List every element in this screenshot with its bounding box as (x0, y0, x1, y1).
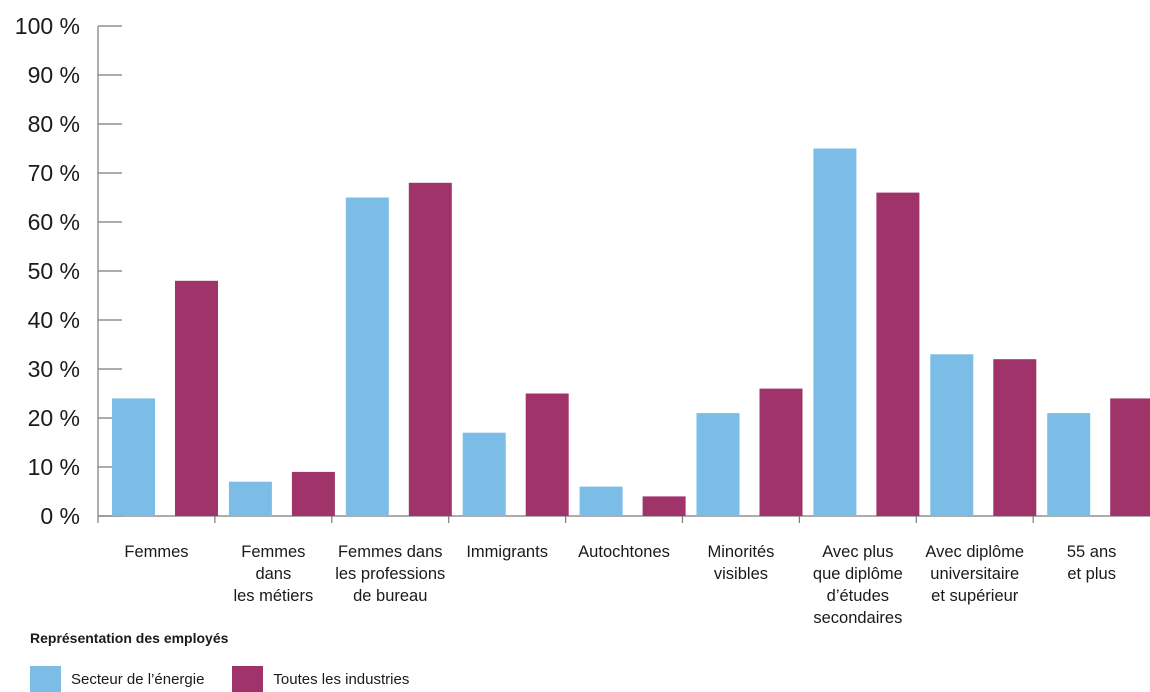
legend-item-all-industries: Toutes les industries (232, 666, 409, 692)
y-tick-label: 30 % (28, 356, 80, 382)
y-tick-label: 90 % (28, 62, 80, 88)
x-axis (97, 515, 1150, 523)
bar-energy (579, 486, 623, 516)
category-labels: Femmes Femmes dans les métiers Femmes dans le… (124, 543, 1116, 627)
x-category-label: Avec plus que diplôme d’études secondaires (813, 543, 903, 627)
bar-all-industries (1110, 398, 1150, 516)
bar-energy (462, 432, 506, 516)
x-category-label: Autochtones (578, 543, 670, 561)
bar-energy (930, 354, 974, 516)
bar-energy (345, 197, 389, 516)
bar-all-industries (291, 471, 335, 516)
bar-energy (696, 413, 740, 516)
bar-all-industries (408, 182, 452, 517)
x-category-label: Femmes dans les métiers (233, 543, 313, 605)
y-tick-label: 10 % (28, 454, 80, 480)
bar-energy (228, 481, 272, 516)
bar-energy (813, 148, 857, 516)
legend-title: Représentation des employés (30, 630, 229, 646)
y-tick-label: 40 % (28, 307, 80, 333)
y-tick-label: 60 % (28, 209, 80, 235)
legend-label-energy: Secteur de l’énergie (71, 670, 205, 688)
y-axis: 0 % 10 % 20 % 30 % 40 % 50 % 60 % 70 % 80 % 90 % 1… (15, 13, 122, 529)
y-tick-label: 0 % (40, 503, 80, 529)
bar-energy (1047, 413, 1091, 516)
y-tick-label: 20 % (28, 405, 80, 431)
legend-item-energy: Secteur de l’énergie (30, 666, 204, 692)
x-category-label: Avec diplôme universitaire et supérieur (925, 543, 1024, 605)
bar-all-industries (525, 393, 569, 516)
bar-all-industries (876, 192, 920, 516)
y-tick-label: 100 % (15, 13, 80, 39)
legend-label-all-industries: Toutes les industries (273, 670, 410, 688)
bar-all-industries (759, 388, 803, 516)
y-tick-label: 70 % (28, 160, 80, 186)
x-category-label: Femmes dans les professions de bureau (335, 543, 445, 605)
legend-swatch-energy (30, 666, 61, 692)
bar-all-industries (642, 496, 686, 516)
legend: Secteur de l’énergie Toutes les industri… (30, 666, 437, 692)
bar-all-industries (993, 359, 1037, 516)
y-tick-label: 80 % (28, 111, 80, 137)
bar-energy (112, 398, 155, 516)
x-category-label: Immigrants (466, 543, 548, 561)
x-category-label: 55 ans et plus (1067, 543, 1117, 583)
legend-swatch-all-industries (232, 666, 264, 692)
x-category-label: Femmes (124, 543, 188, 561)
x-category-label: Minorités visibles (707, 543, 774, 583)
bar-all-industries (175, 280, 218, 516)
bars (112, 148, 1150, 517)
y-tick-label: 50 % (28, 258, 80, 284)
